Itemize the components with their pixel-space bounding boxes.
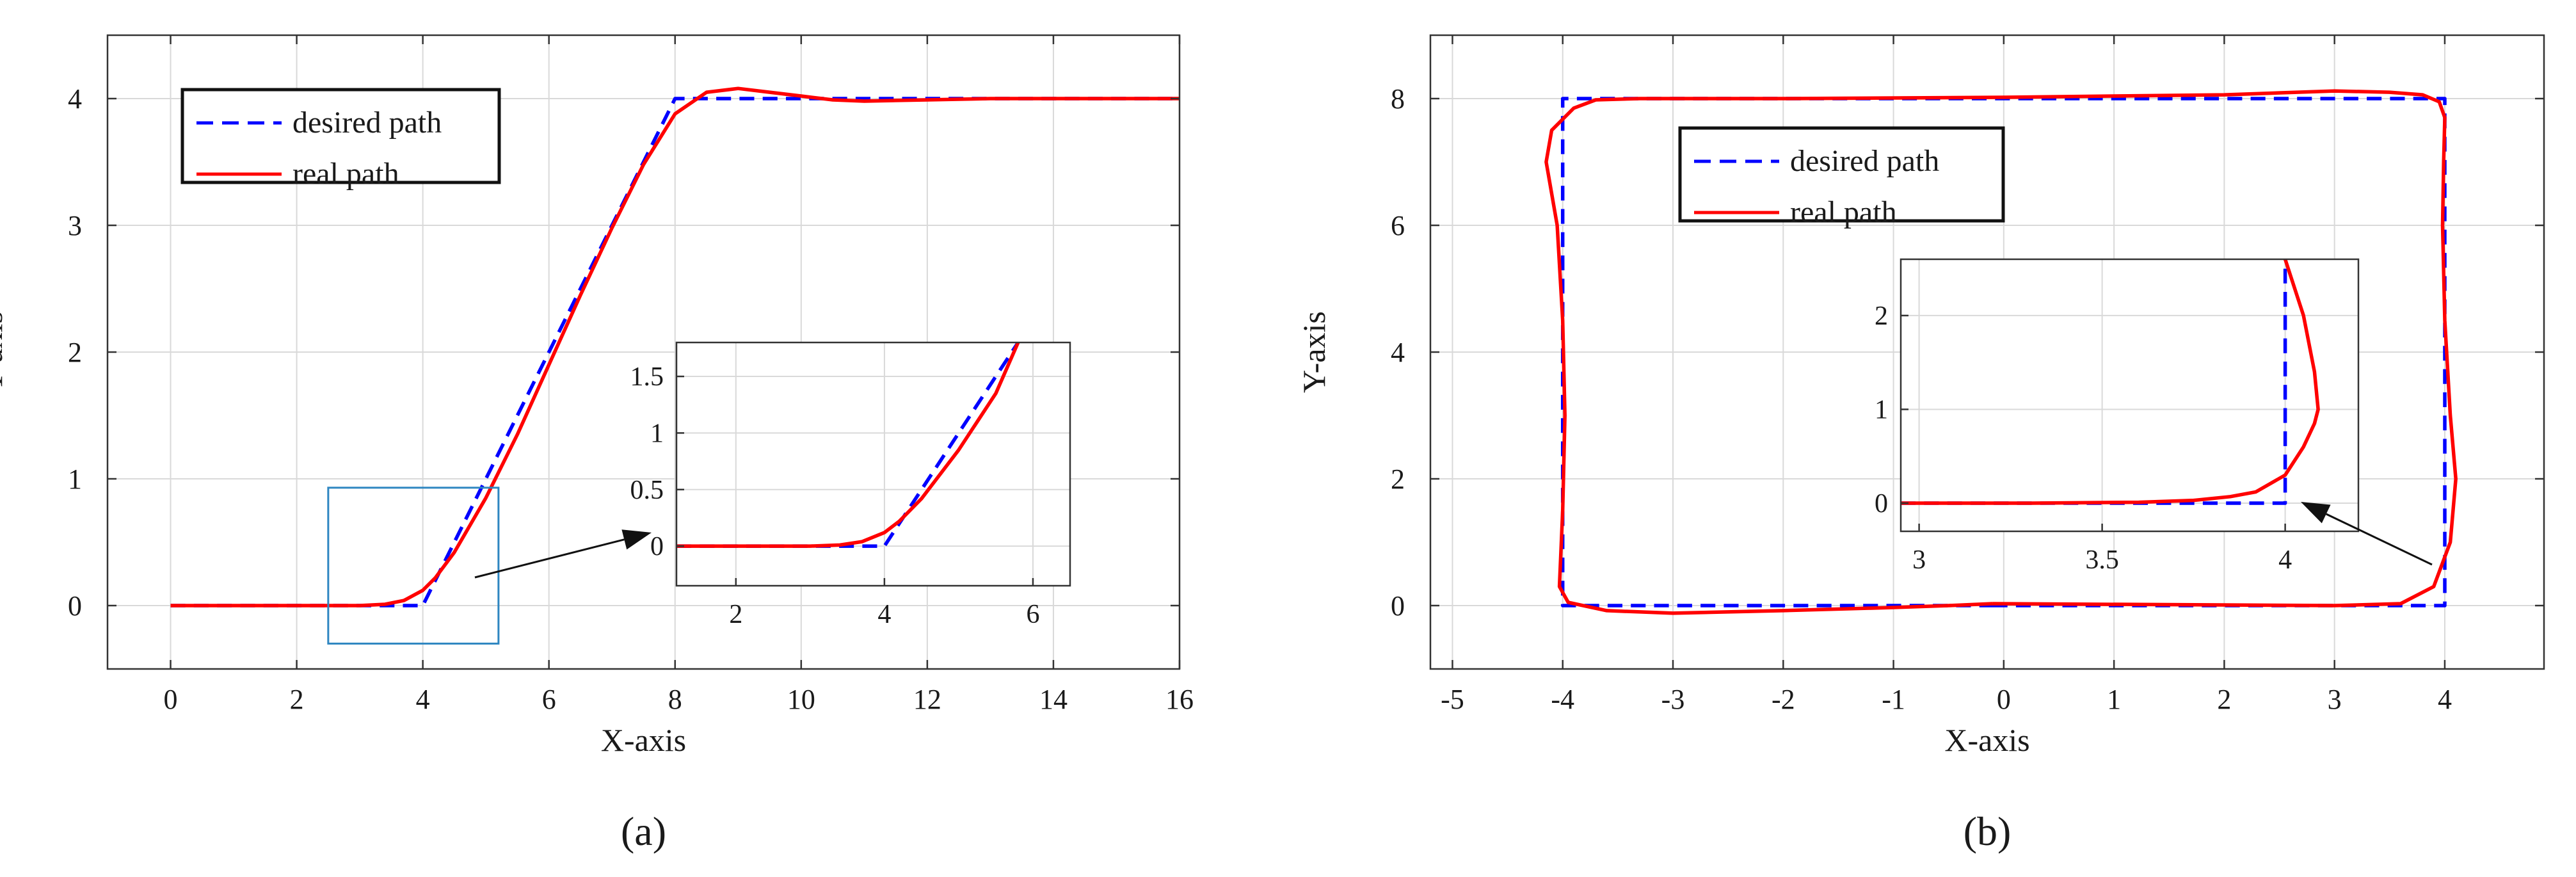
inset-y-tick-label: 2	[1875, 302, 1888, 331]
x-tick-label: 4	[416, 684, 430, 715]
x-tick-label: 16	[1165, 684, 1194, 715]
x-tick-label: 10	[787, 684, 815, 715]
x-tick-label: 0	[164, 684, 178, 715]
inset-y-tick-label: 1	[650, 419, 664, 448]
inset: 2 4 6 0 0.5 1 1.5	[630, 341, 1071, 629]
chart-a: 0 2 4 6 8 10 12 14 1601234X-axisY-axis(a)desired…	[0, 34, 1194, 854]
x-tick-label: -5	[1441, 684, 1464, 715]
legend-entry: real path	[1790, 195, 1897, 229]
x-tick-label: -2	[1772, 684, 1795, 715]
inset-x-tick-label: 6	[1026, 600, 1039, 629]
inset-y-tick-label: 1	[1875, 395, 1888, 424]
legend: desired path real path	[180, 88, 501, 191]
y-tick-label: 4	[1391, 337, 1405, 368]
x-tick-label: 2	[290, 684, 304, 715]
legend: desired path real path	[1678, 126, 2005, 229]
inset-frame	[675, 341, 1071, 587]
inset-y-tick-label: 0.5	[630, 476, 664, 505]
y-tick-label: 1	[68, 463, 82, 495]
inset-y-tick-label: 0	[650, 532, 664, 561]
legend-entry: real path	[292, 157, 399, 191]
x-tick-label: 2	[2217, 684, 2231, 715]
x-tick-label: 0	[1997, 684, 2011, 715]
inset-y-tick-label: 1.5	[630, 362, 664, 392]
y-tick-label: 2	[1391, 463, 1405, 495]
x-tick-label: 6	[542, 684, 556, 715]
inset: 3 3.5 4 0 1 2	[1875, 258, 2360, 575]
x-axis-label: X-axis	[601, 722, 686, 758]
inset-frame	[1900, 258, 2360, 533]
x-tick-label: 14	[1039, 684, 1068, 715]
inset-x-tick-label: 4	[2278, 545, 2292, 575]
x-tick-label: 4	[2438, 684, 2452, 715]
panel-label: (b)	[1964, 809, 2012, 854]
x-tick-label: 3	[2328, 684, 2342, 715]
y-tick-label: 3	[68, 210, 82, 241]
y-tick-label: 6	[1391, 210, 1405, 241]
zoom-arrow-head	[621, 529, 652, 550]
zoom-arrow-shaft	[2326, 513, 2433, 566]
y-tick-label: 0	[68, 590, 82, 622]
x-tick-label: -4	[1551, 684, 1574, 715]
legend-box	[1678, 126, 2005, 223]
x-tick-label: -3	[1661, 684, 1685, 715]
inset-series-real	[1901, 259, 2320, 505]
y-tick-label: 2	[68, 337, 82, 368]
x-tick-label: 8	[668, 684, 682, 715]
main-series-real	[170, 86, 1180, 607]
y-tick-label: 4	[68, 83, 82, 115]
x-axis-label: X-axis	[1944, 722, 2029, 758]
y-tick-label: 8	[1391, 83, 1405, 115]
inset-x-tick-label: 4	[877, 600, 891, 629]
inset-x-tick-label: 3	[1912, 545, 1926, 575]
inset-x-tick-label: 3.5	[2085, 545, 2119, 575]
inset-x-tick-label: 2	[729, 600, 742, 629]
y-axis-label: Y-axis	[0, 311, 9, 393]
main-series-real	[1544, 89, 2458, 615]
panel-label: (a)	[621, 809, 666, 854]
legend-entry: desired path	[292, 106, 442, 140]
zoom-region-box	[327, 487, 500, 645]
inset-series-real	[676, 342, 1020, 548]
legend-box	[180, 88, 501, 184]
zoom-arrow-shaft	[474, 538, 625, 579]
inset-series	[1901, 259, 2320, 505]
zoom-arrow-head	[2301, 502, 2331, 524]
x-tick-label: -1	[1882, 684, 1905, 715]
y-tick-label: 0	[1391, 590, 1405, 622]
x-tick-label: 12	[913, 684, 941, 715]
inset-area	[1901, 259, 2358, 531]
legend-entry: desired path	[1790, 144, 1939, 178]
y-axis-label: Y-axis	[1296, 311, 1332, 393]
chart-b: -5 -4 -3 -2 -1 0 1 2 3 4 0 2 4 6 8 X-axis Y-axis (b) desir…	[1296, 34, 2545, 854]
x-tick-label: 1	[2107, 684, 2121, 715]
inset-series	[676, 342, 1020, 548]
inset-y-tick-label: 0	[1875, 489, 1888, 519]
